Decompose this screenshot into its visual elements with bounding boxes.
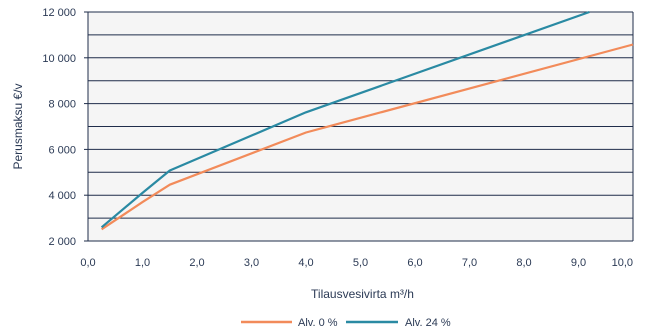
- x-axis-ticks: 0,0 1,0 2,0 3,0 4,0 5,0 6,0 7,0 8,0 9,0 10,0: [80, 257, 633, 269]
- x-tick-label: 0,0: [80, 257, 95, 269]
- y-tick-label: 10 000: [42, 53, 76, 65]
- x-tick-label: 1,0: [135, 257, 150, 269]
- series-line-1: [100, 10, 590, 229]
- y-tick-label: 12 000: [42, 7, 76, 19]
- x-axis-label: Tilausvesivirta m³/h: [311, 287, 414, 301]
- x-tick-label: 10,0: [612, 257, 633, 269]
- legend-label: Alv. 0 %: [298, 317, 338, 329]
- x-tick-label: 2,0: [189, 257, 204, 269]
- series-lines: [100, 10, 634, 231]
- gridlines: [87, 11, 634, 242]
- x-tick-label: 8,0: [516, 257, 531, 269]
- x-tick-label: 7,0: [462, 257, 477, 269]
- y-tick-label: 6 000: [48, 144, 76, 156]
- x-tick-label: 3,0: [244, 257, 259, 269]
- x-tick-label: 5,0: [353, 257, 368, 269]
- series-line-0: [100, 43, 634, 231]
- legend-label: Alv. 24 %: [405, 317, 451, 329]
- x-tick-label: 9,0: [571, 257, 586, 269]
- y-axis-ticks: 2 000 4 000 6 000 8 000 10 000 12 000: [42, 7, 88, 248]
- y-tick-label: 2 000: [48, 236, 76, 248]
- legend: Alv. 0 % Alv. 24 %: [241, 317, 451, 329]
- x-tick-label: 6,0: [407, 257, 422, 269]
- y-tick-label: 8 000: [48, 99, 76, 111]
- y-tick-label: 4 000: [48, 190, 76, 202]
- x-tick-label: 4,0: [298, 257, 313, 269]
- y-axis-label: Perusmaksu €/v: [11, 83, 25, 169]
